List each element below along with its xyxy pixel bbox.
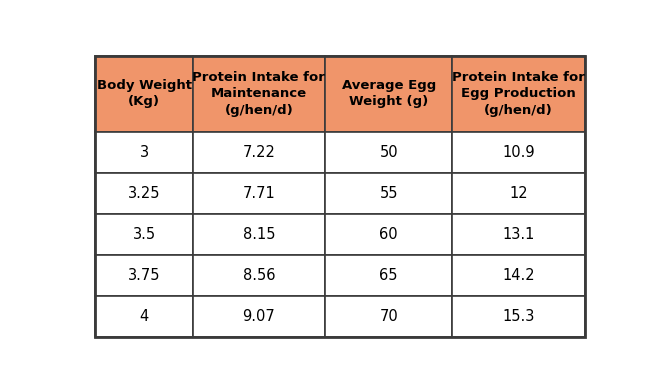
- Text: 10.9: 10.9: [502, 145, 535, 160]
- Text: 3: 3: [139, 145, 149, 160]
- Bar: [325, 173, 452, 214]
- Text: Protein Intake for
Maintenance
(g/hen/d): Protein Intake for Maintenance (g/hen/d): [192, 71, 325, 117]
- Bar: [95, 173, 193, 214]
- Bar: [325, 132, 452, 173]
- Bar: [95, 56, 193, 132]
- Text: 7.22: 7.22: [243, 145, 276, 160]
- Bar: [452, 255, 584, 296]
- Text: 60: 60: [379, 227, 398, 242]
- Text: 3.75: 3.75: [128, 268, 161, 283]
- Text: 15.3: 15.3: [502, 309, 535, 324]
- Text: Body Weight
(Kg): Body Weight (Kg): [97, 79, 192, 109]
- Bar: [95, 296, 193, 337]
- Bar: [193, 173, 325, 214]
- Bar: [193, 56, 325, 132]
- Text: 9.07: 9.07: [243, 309, 275, 324]
- Bar: [193, 214, 325, 255]
- Text: Average Egg
Weight (g): Average Egg Weight (g): [342, 79, 436, 109]
- Text: 13.1: 13.1: [502, 227, 535, 242]
- Text: 7.71: 7.71: [243, 186, 275, 201]
- Bar: [325, 255, 452, 296]
- Bar: [452, 132, 584, 173]
- Bar: [452, 173, 584, 214]
- Bar: [452, 214, 584, 255]
- Text: 50: 50: [379, 145, 398, 160]
- Text: 8.56: 8.56: [243, 268, 275, 283]
- Text: 70: 70: [379, 309, 398, 324]
- Text: 4: 4: [139, 309, 149, 324]
- Bar: [325, 296, 452, 337]
- Bar: [95, 255, 193, 296]
- Text: 65: 65: [379, 268, 398, 283]
- Text: 55: 55: [379, 186, 398, 201]
- Text: Protein Intake for
Egg Production
(g/hen/d): Protein Intake for Egg Production (g/hen…: [452, 71, 585, 117]
- Bar: [193, 132, 325, 173]
- Text: 14.2: 14.2: [502, 268, 535, 283]
- Bar: [325, 214, 452, 255]
- Bar: [452, 296, 584, 337]
- Bar: [325, 56, 452, 132]
- Bar: [193, 255, 325, 296]
- Bar: [193, 296, 325, 337]
- Text: 3.25: 3.25: [128, 186, 161, 201]
- Bar: [95, 132, 193, 173]
- Text: 3.5: 3.5: [133, 227, 156, 242]
- Text: 12: 12: [509, 186, 528, 201]
- Bar: [452, 56, 584, 132]
- Text: 8.15: 8.15: [243, 227, 275, 242]
- Bar: [95, 214, 193, 255]
